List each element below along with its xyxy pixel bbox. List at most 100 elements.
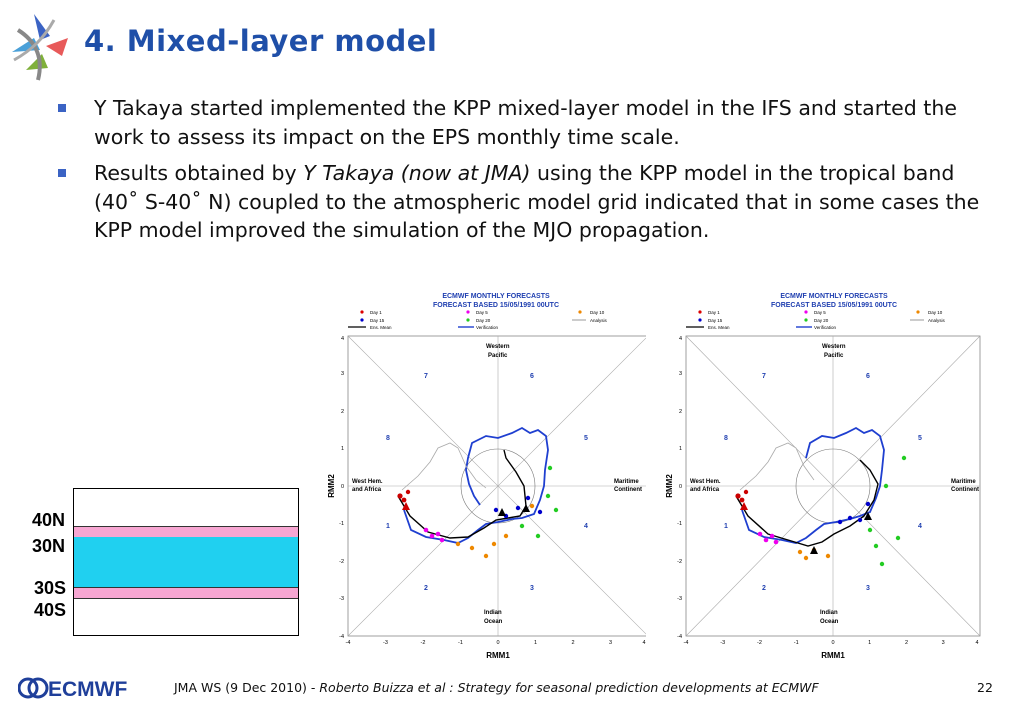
bullet-item: Y Takaya started implemented the KPP mix… (56, 94, 986, 151)
lat-label-30n: 30N (32, 536, 66, 556)
page-number: 22 (977, 680, 993, 695)
legend-day5-marker (466, 310, 470, 314)
footer-authors: Roberto Buizza et al : Strategy for seas… (319, 680, 819, 695)
y-tick-label: 1 (679, 446, 682, 452)
region-maritime: Maritime (951, 479, 976, 485)
y-tick-label: 0 (341, 484, 344, 490)
legend-verification: Verification (814, 325, 837, 330)
phase-number: 5 (584, 435, 588, 442)
footer-text: JMA WS (9 Dec 2010) - Roberto Buizza et … (174, 680, 819, 695)
phase-number: 4 (584, 523, 588, 530)
region-western-pacific: Western (822, 344, 846, 350)
region-west-hem: West Hem. (352, 479, 383, 485)
y-tick-label: 4 (341, 336, 344, 342)
region-indian-ocean: Indian (820, 610, 838, 616)
band-30s-40s (74, 587, 298, 599)
y-tick-label: 2 (341, 409, 344, 415)
mjo-phase-plot-control: ECMWF MONTHLY FORECASTS FORECAST BASED 1… (326, 290, 649, 665)
region-western-pacific: Pacific (488, 353, 508, 359)
x-tick-label: 1 (868, 640, 871, 646)
x-tick-label: 0 (831, 640, 834, 646)
slide-title: 4. Mixed-layer model (84, 24, 438, 58)
bullet-text: Results obtained by (94, 161, 304, 185)
bullet-text-italic: Y Takaya (now at JMA) (303, 161, 531, 185)
region-indian-ocean: Indian (484, 610, 502, 616)
legend-analysis: Analysis (928, 318, 946, 323)
lat-label-30s: 30S (34, 578, 67, 598)
x-tick-label: -1 (794, 640, 799, 646)
y-tick-label: -3 (339, 596, 344, 602)
lat-label-40s: 40S (34, 600, 67, 620)
analysis-line (401, 442, 487, 491)
mixed-layer-band (74, 537, 298, 587)
region-indian-ocean: Ocean (484, 619, 503, 625)
y-tick-label: -1 (339, 521, 344, 527)
region-western-pacific: Western (486, 344, 510, 350)
phase-number: 5 (918, 435, 922, 442)
y-tick-labels: -4 -3 -2 -1 0 1 2 3 4 (339, 336, 344, 640)
y-tick-label: 3 (341, 371, 344, 377)
x-tick-label: 3 (942, 640, 945, 646)
mjo-plot-svg-right: ECMWF MONTHLY FORECASTS FORECAST BASED 1… (665, 293, 981, 660)
ecmwf-corner-logo-icon (12, 14, 68, 81)
x-tick-label: -4 (346, 640, 351, 646)
footer-event: JMA WS (9 Dec 2010) - (174, 680, 320, 695)
legend-day20-marker (466, 318, 470, 322)
y-tick-label: -2 (339, 559, 344, 565)
x-tick-label: 0 (496, 640, 499, 646)
legend-day5-marker (804, 310, 808, 314)
region-maritime: Maritime (614, 479, 639, 485)
x-tick-label: 2 (905, 640, 908, 646)
y-tick-label: -2 (677, 559, 682, 565)
legend-day15-marker (360, 318, 364, 322)
y-axis-label: RMM2 (327, 474, 336, 498)
forecast-markers (397, 465, 559, 559)
region-labels: Western Pacific West Hem. and Africa Mar… (352, 344, 642, 625)
legend-day5: Day 5 (476, 310, 488, 315)
legend-day10-marker (578, 310, 582, 314)
y-tick-label: 4 (679, 336, 682, 342)
x-tick-label: 2 (571, 640, 574, 646)
phase-number: 3 (530, 585, 534, 592)
unit-circle (460, 448, 536, 524)
region-maritime: Continent (614, 487, 642, 493)
phase-number: 6 (866, 373, 870, 380)
bullet-square-icon (58, 104, 66, 112)
x-tick-label: 4 (975, 640, 978, 646)
x-axis-label: RMM1 (821, 651, 845, 660)
region-west-hem: West Hem. (690, 479, 721, 485)
legend-ens-mean: Ens. Mean (708, 325, 730, 330)
plot-header-1: ECMWF MONTHLY FORECASTS (442, 293, 550, 300)
bullet-item: Results obtained by Y Takaya (now at JMA… (56, 159, 986, 245)
phase-numbers: 1 2 3 4 5 6 7 8 (386, 373, 588, 592)
plot-header-1: ECMWF MONTHLY FORECASTS (780, 293, 888, 300)
x-tick-label: -3 (720, 640, 725, 646)
verification-line (403, 426, 549, 544)
phase-number: 3 (866, 585, 870, 592)
legend-verification: Verification (476, 325, 499, 330)
ecmwf-logo-icon: ECMWF (18, 677, 127, 700)
y-tick-labels: -4 -3 -2 -1 0 1 2 3 4 (677, 336, 682, 640)
mjo-phase-plot-kpp: ECMWF MONTHLY FORECASTS FORECAST BASED 1… (664, 290, 984, 665)
tropical-band-diagram (73, 488, 299, 636)
legend-day15-marker (698, 318, 702, 322)
x-tick-labels: -4 -3 -2 -1 0 1 2 3 4 (684, 640, 979, 646)
footer-logo-text: ECMWF (48, 678, 127, 700)
phase-number: 2 (762, 585, 766, 592)
legend-day1: Day 1 (708, 310, 720, 315)
phase-number: 4 (918, 523, 922, 530)
legend-day10: Day 10 (928, 310, 943, 315)
phase-numbers: 1 2 3 4 5 6 7 8 (724, 373, 922, 592)
y-tick-label: -4 (677, 634, 682, 640)
legend-day1: Day 1 (370, 310, 382, 315)
phase-number: 6 (530, 373, 534, 380)
legend-day20-marker (804, 318, 808, 322)
y-tick-label: 2 (679, 409, 682, 415)
ens-mean-line (397, 449, 527, 539)
forecast-markers (735, 455, 907, 567)
phase-number: 8 (386, 435, 390, 442)
x-tick-label: 1 (534, 640, 537, 646)
x-tick-label: 3 (609, 640, 612, 646)
y-tick-label: 1 (341, 446, 344, 452)
phase-number: 8 (724, 435, 728, 442)
